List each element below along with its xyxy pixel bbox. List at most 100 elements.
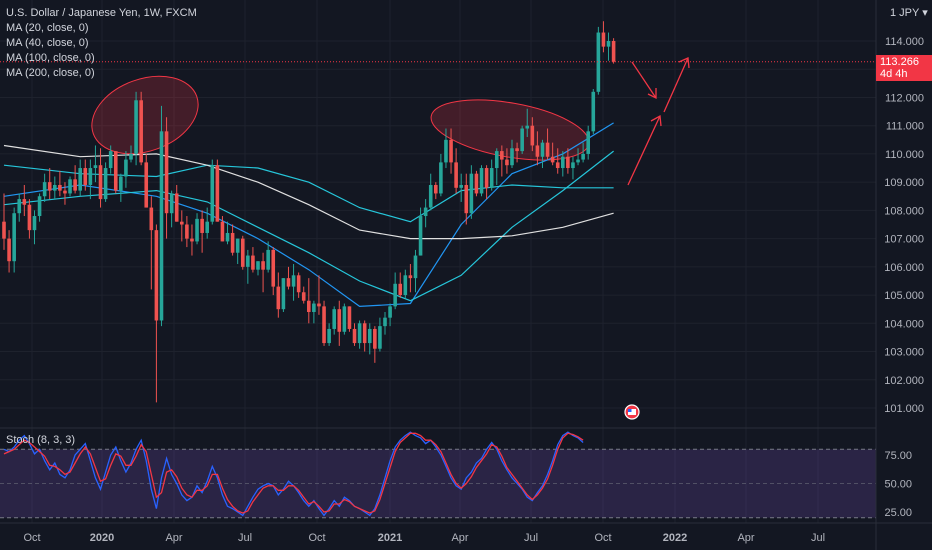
ma20-line[interactable] xyxy=(3,122,614,308)
candle[interactable] xyxy=(58,170,62,197)
candle[interactable] xyxy=(27,199,32,239)
candle[interactable] xyxy=(545,128,550,160)
candle[interactable] xyxy=(261,252,265,293)
time-axis[interactable]: Oct 2020 Apr Jul Oct 2021 Apr Jul Oct 2022 Apr Jul xyxy=(23,532,825,544)
arrow-up-short[interactable] xyxy=(627,115,661,186)
candle[interactable] xyxy=(73,165,77,194)
candle[interactable] xyxy=(596,26,601,95)
candle[interactable] xyxy=(566,148,570,174)
candle[interactable] xyxy=(439,153,443,197)
highlight-ellipse-left[interactable] xyxy=(81,62,209,167)
arrow-down[interactable] xyxy=(631,61,657,99)
legend-ma200[interactable]: MA (200, close, 0) xyxy=(6,67,95,79)
arrow-up-long[interactable] xyxy=(663,57,689,113)
candle[interactable] xyxy=(398,272,403,298)
candle[interactable] xyxy=(42,173,47,202)
candle[interactable] xyxy=(428,173,433,211)
candle[interactable] xyxy=(479,165,484,197)
candle[interactable] xyxy=(12,207,16,273)
candle[interactable] xyxy=(281,278,286,313)
candle[interactable] xyxy=(383,312,387,335)
candle[interactable] xyxy=(17,193,22,222)
candle[interactable] xyxy=(540,139,545,169)
candle[interactable] xyxy=(449,128,453,174)
candle[interactable] xyxy=(520,125,524,154)
candle[interactable] xyxy=(484,165,489,200)
candle[interactable] xyxy=(78,159,82,197)
ma40-line[interactable] xyxy=(3,150,614,302)
candle[interactable] xyxy=(510,139,514,169)
candle[interactable] xyxy=(530,117,535,152)
stoch-axis[interactable]: 75.00 50.00 25.00 xyxy=(884,450,912,519)
candle[interactable] xyxy=(180,210,184,242)
candle[interactable] xyxy=(235,238,240,265)
candle[interactable] xyxy=(103,162,108,202)
candle[interactable] xyxy=(53,176,57,200)
candle[interactable] xyxy=(134,91,138,166)
ma200-line[interactable] xyxy=(3,144,614,240)
candle[interactable] xyxy=(139,91,143,166)
candle[interactable] xyxy=(200,210,204,253)
candle[interactable] xyxy=(88,159,93,200)
candle[interactable] xyxy=(515,142,519,163)
candle[interactable] xyxy=(47,168,52,200)
candle[interactable] xyxy=(205,207,209,239)
candle[interactable] xyxy=(347,306,352,332)
candle[interactable] xyxy=(195,213,199,245)
candle[interactable] xyxy=(108,145,113,174)
candle[interactable] xyxy=(388,303,392,327)
candle[interactable] xyxy=(149,196,154,290)
candle[interactable] xyxy=(251,247,255,273)
candle[interactable] xyxy=(169,190,174,228)
candle[interactable] xyxy=(68,176,72,197)
legend-ma100[interactable]: MA (100, close, 0) xyxy=(6,52,95,64)
candle[interactable] xyxy=(459,173,463,202)
stoch-d-line[interactable] xyxy=(3,432,584,514)
candle[interactable] xyxy=(581,142,585,163)
ma100-line[interactable] xyxy=(3,164,614,223)
candle[interactable] xyxy=(342,303,347,335)
candle[interactable] xyxy=(525,108,530,137)
candle[interactable] xyxy=(464,173,469,225)
candle[interactable] xyxy=(119,173,123,202)
candle[interactable] xyxy=(606,32,611,61)
candle[interactable] xyxy=(220,216,225,242)
candle[interactable] xyxy=(276,272,281,318)
candle[interactable] xyxy=(185,216,189,248)
candle[interactable] xyxy=(164,117,169,239)
candle[interactable] xyxy=(22,184,27,217)
candle[interactable] xyxy=(576,148,580,166)
candle[interactable] xyxy=(555,148,560,174)
legend-ma40[interactable]: MA (40, close, 0) xyxy=(6,37,89,49)
candle[interactable] xyxy=(2,193,6,250)
candle[interactable] xyxy=(307,278,311,324)
candle[interactable] xyxy=(403,269,408,298)
candle[interactable] xyxy=(113,151,118,194)
symbol-title[interactable]: U.S. Dollar / Japanese Yen, 1W, FXCM xyxy=(6,7,197,19)
candle[interactable] xyxy=(240,235,245,270)
candle[interactable] xyxy=(174,184,179,222)
candle[interactable] xyxy=(454,148,458,194)
candle[interactable] xyxy=(586,125,590,160)
candle[interactable] xyxy=(317,275,321,315)
candle[interactable] xyxy=(98,148,103,208)
candle[interactable] xyxy=(434,182,438,200)
candle[interactable] xyxy=(291,264,296,301)
candle[interactable] xyxy=(225,221,230,245)
candle[interactable] xyxy=(393,272,397,310)
candle[interactable] xyxy=(367,323,372,355)
candle[interactable] xyxy=(337,300,342,346)
candle[interactable] xyxy=(601,21,606,53)
candle[interactable] xyxy=(327,323,331,346)
candle[interactable] xyxy=(63,182,67,205)
candle[interactable] xyxy=(489,159,494,191)
candle[interactable] xyxy=(296,272,301,298)
candle[interactable] xyxy=(418,207,423,256)
candle[interactable] xyxy=(144,153,149,208)
candle[interactable] xyxy=(571,156,575,180)
candle[interactable] xyxy=(230,224,235,256)
candle[interactable] xyxy=(378,317,382,352)
candle[interactable] xyxy=(215,159,220,222)
candle[interactable] xyxy=(312,300,316,324)
